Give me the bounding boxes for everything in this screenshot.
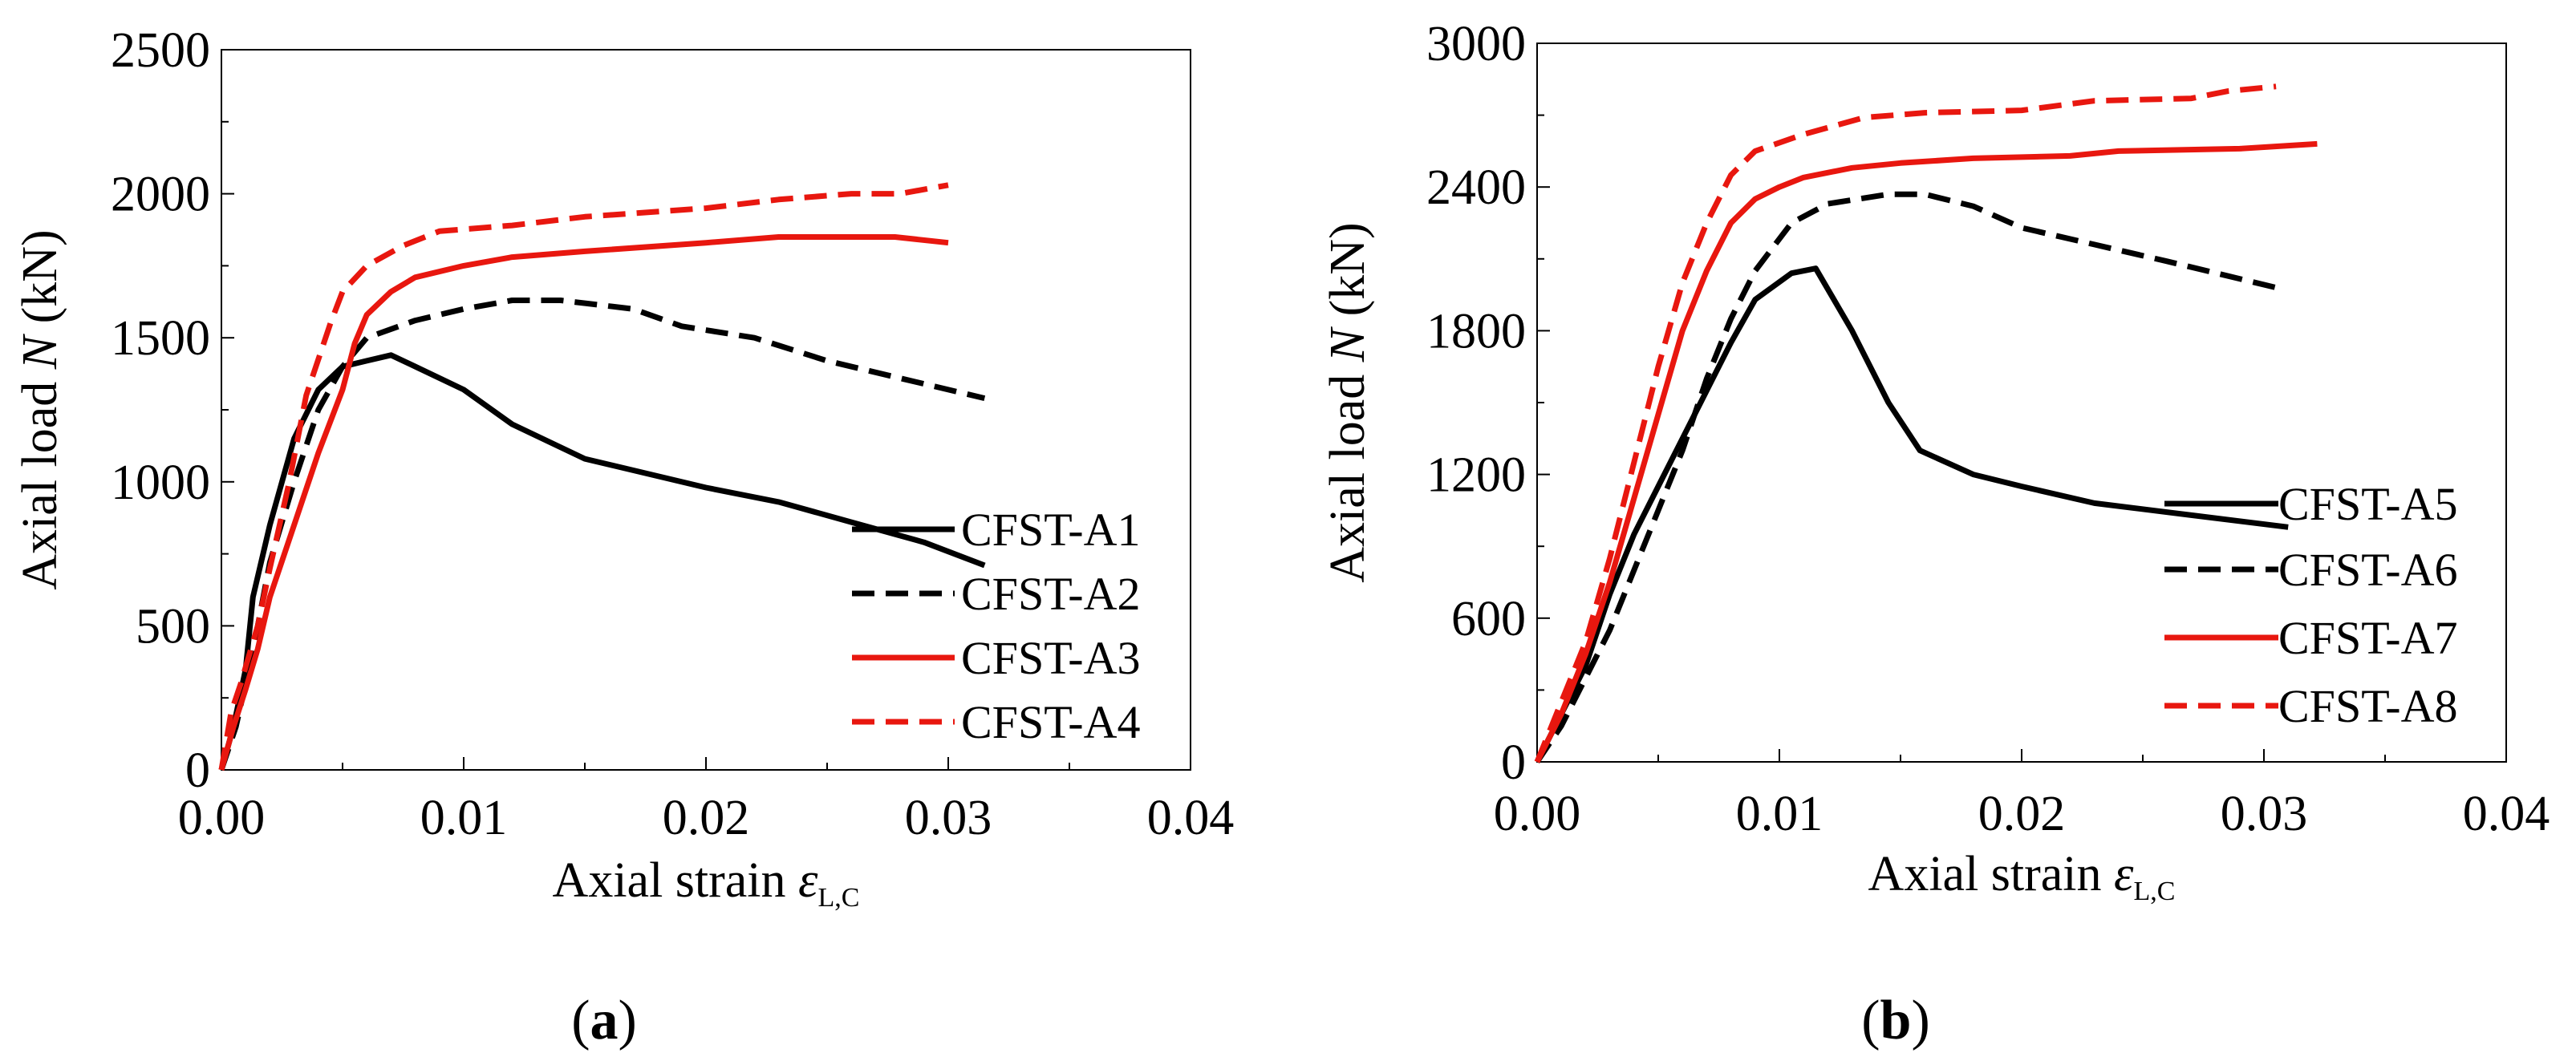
- y-tick-label: 2000: [111, 168, 210, 222]
- x-tick-label: 0.03: [2221, 787, 2308, 841]
- y-tick-label: 1500: [111, 311, 210, 366]
- series-line-cfst-a4: [218, 182, 949, 771]
- y-tick-label: 500: [136, 599, 210, 654]
- x-axis-title-symbol: ε: [798, 853, 818, 908]
- y-axis-title: Axial load N (kN): [1320, 222, 1375, 582]
- x-tick-label: 0.01: [420, 791, 508, 845]
- series-line-cfst-a3: [218, 234, 949, 771]
- panel-a-caption: (a): [571, 990, 637, 1051]
- y-tick-label: 2400: [1426, 160, 1526, 215]
- y-tick-label: 600: [1451, 592, 1526, 646]
- legend-label: CFST-A5: [2278, 478, 2458, 530]
- y-axis-title-text: Axial load: [1320, 362, 1375, 583]
- y-tick-label: 2500: [111, 23, 210, 78]
- x-tick-label: 0.00: [1494, 787, 1581, 841]
- y-tick-label: 1800: [1426, 304, 1526, 358]
- x-tick-label: 0.04: [2463, 787, 2550, 841]
- panel-b-chart: 0.00 0.01 0.02 0.03 0.04 0 600 1200 1800 2400 3000…: [1320, 17, 2550, 906]
- legend-label: CFST-A1: [961, 504, 1141, 556]
- y-tick-label: 0: [185, 743, 210, 798]
- series-line-cfst-a7: [1534, 140, 2318, 763]
- y-axis-title-unit: (kN): [1320, 222, 1375, 329]
- y-tick-label: 1000: [111, 456, 210, 510]
- legend-label: CFST-A3: [961, 632, 1141, 684]
- x-axis-title-text: Axial strain: [553, 853, 799, 908]
- y-tick-label: 1200: [1426, 448, 1526, 503]
- legend-label: CFST-A4: [961, 696, 1141, 748]
- x-axis-title-subscript: L,C: [2133, 877, 2175, 906]
- panel-a-chart: 0.00 0.01 0.02 0.03 0.04 0 500 1000 1500 2000 2500…: [13, 23, 1234, 913]
- x-tick-label: 0.02: [1978, 787, 2066, 841]
- series-line-cfst-a6: [1535, 191, 2277, 763]
- x-axis-title-subscript: L,C: [817, 883, 859, 913]
- series-line-cfst-a8: [1534, 83, 2277, 763]
- x-axis-title: Axial strain εL,C: [553, 853, 860, 913]
- x-tick-label: 0.01: [1736, 787, 1823, 841]
- legend-label: CFST-A8: [2278, 680, 2458, 732]
- x-tick-label: 0.04: [1147, 791, 1235, 845]
- y-axis-title-text: Axial load: [13, 369, 67, 590]
- x-tick-label: 0.02: [663, 791, 750, 845]
- y-axis-title: Axial load N (kN): [13, 229, 67, 589]
- x-axis-title-symbol: ε: [2114, 847, 2134, 901]
- y-axis-title-symbol: N: [13, 333, 67, 370]
- y-axis-title-unit: (kN): [13, 229, 67, 336]
- legend-label: CFST-A7: [2278, 612, 2458, 664]
- x-axis-title: Axial strain εL,C: [1868, 847, 2176, 906]
- x-tick-label: 0.00: [178, 791, 266, 845]
- x-axis-title-text: Axial strain: [1868, 847, 2115, 901]
- series-line-cfst-a1: [218, 352, 986, 771]
- x-tick-label: 0.03: [905, 791, 992, 845]
- series-line-cfst-a5: [1534, 265, 2289, 763]
- y-tick-label: 3000: [1426, 17, 1526, 71]
- legend-label: CFST-A2: [961, 568, 1141, 620]
- panel-b-caption: (b): [1861, 990, 1930, 1051]
- y-tick-label: 0: [1501, 735, 1526, 790]
- y-axis-title-symbol: N: [1320, 326, 1375, 362]
- legend-label: CFST-A6: [2278, 544, 2458, 596]
